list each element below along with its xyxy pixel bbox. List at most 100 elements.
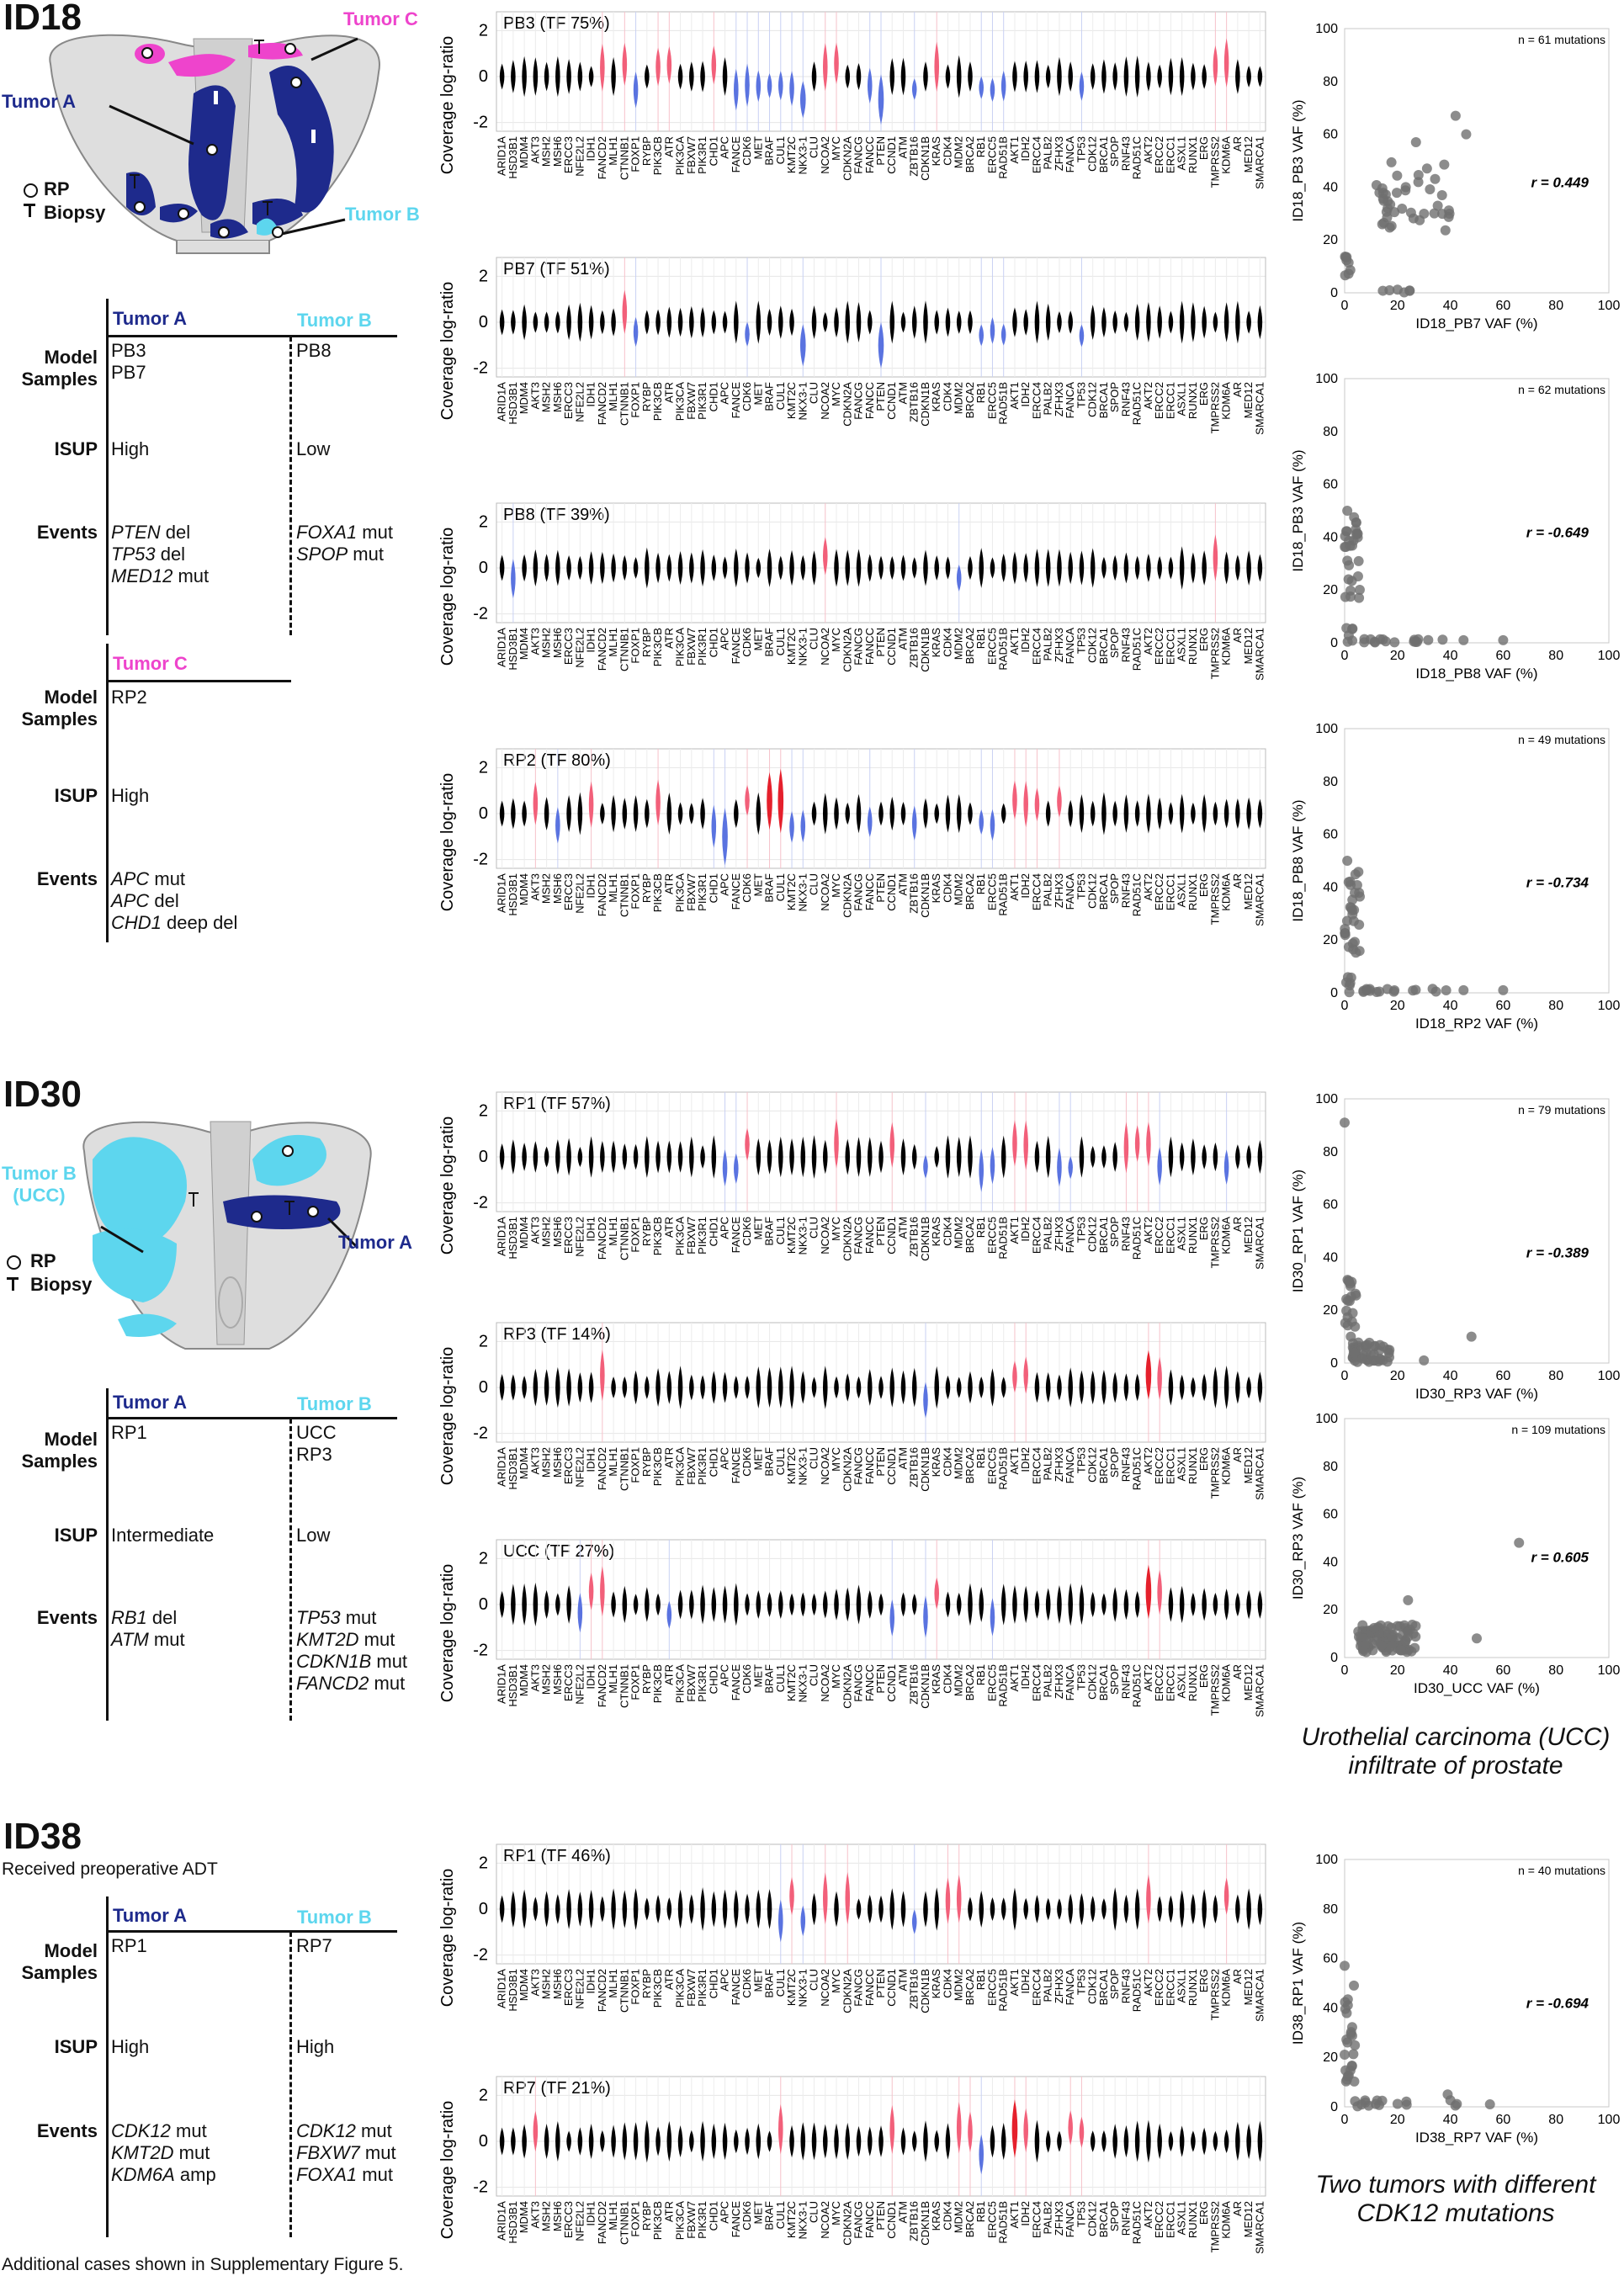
violin-msh2 [544,797,549,830]
violin-braf [767,309,772,336]
gene-label: MDM4 [517,1447,530,1479]
gene-label: CHD1 [707,628,719,657]
y-tick-label: 2 [479,1332,488,1350]
violin-tmprss2 [1213,801,1218,826]
row-label-events: Events [36,868,98,889]
y-tick-label: 80 [1323,425,1338,439]
row-label-model: Model [44,1429,98,1450]
y-tick-label: 40 [1323,1555,1338,1569]
violin-kras [934,803,940,825]
cell-b-sample-1: UCC [296,1422,337,1443]
violin-smarca1 [1257,1892,1263,1926]
gene-label: FANCE [730,1969,742,2006]
y-axis-label: Coverage log-ratio [438,1347,457,1486]
violin-fance [734,798,739,829]
y-tick-label: 100 [1315,722,1338,736]
y-tick-label: 2 [479,2086,488,2104]
header-tumor-b: Tumor B [297,1907,372,1928]
gene-label: RAD51C [1131,136,1144,179]
gene-label: AR [1231,1969,1244,1984]
violin-rad51c [1134,800,1140,827]
scatter-point [1351,517,1361,528]
violin-ercc2 [1157,1147,1162,1186]
gene-label: FANCD2 [596,1447,608,1490]
violin-ercc3 [566,794,571,833]
violin-msh6 [555,310,560,334]
violin-mdm2 [956,310,962,334]
violin-foxp1 [633,2122,639,2161]
scatter-frame [1344,378,1610,644]
y-tick-label: 100 [1315,1412,1338,1426]
gene-label: FBXW7 [685,136,698,174]
scatter-point [1382,984,1393,995]
gene-label: PTEN [874,873,887,903]
gene-label: MLH1 [607,382,619,411]
gene-label: AKT2 [1142,136,1154,164]
scatter-point [1444,209,1455,220]
violin-akt2 [1146,1874,1151,1924]
gene-label: RNF43 [1119,136,1132,171]
gene-label: HSD3B1 [507,382,519,425]
violin-palb2 [1045,1371,1051,1403]
violin-mdm2 [956,1875,962,1923]
violin-akt2 [1146,1122,1151,1167]
gene-label: KMT2C [785,873,798,910]
violin-runx1 [1191,1138,1196,1175]
y-tick-label: 60 [1323,1952,1338,1966]
scatter-point [1340,252,1351,263]
gene-label: ARID1A [496,1447,508,1487]
gene-label: RUNX1 [1186,382,1199,419]
gene-label: ERCC5 [985,628,998,665]
gene-label: FANCA [1064,1447,1076,1484]
table-axis [106,1388,109,1721]
violin-nfe2l2 [577,792,583,835]
x-axis-label: ID18_PB7 VAF (%) [1415,316,1537,332]
table-divider [289,1419,292,1721]
cell-a-sample-1: RP1 [111,1422,147,1443]
gene-label: BRCA2 [963,2201,976,2237]
event-item: SPOP mut [296,544,393,565]
y-tick-label: 60 [1323,478,1338,492]
gene-label: FANCA [1064,1217,1076,1254]
cell-a-events: PTEN del TP53 del MED12 mut [111,522,209,587]
gene-label: AKT2 [1142,873,1154,901]
violin-asxl1 [1179,56,1185,97]
gene-label: ATM [896,2201,909,2223]
violin-fance [734,548,739,588]
event-gene: APC [111,868,150,889]
scatter-frame [1344,1098,1610,1364]
violin-msh2 [544,311,549,333]
gene-label: CDKN1B [919,382,931,427]
gene-label: ASXL1 [1176,136,1188,170]
violin-cdk6 [745,2127,750,2156]
violin-asxl1 [1179,1585,1185,1624]
header-tumor-b: Tumor B [297,1393,372,1414]
violin-cdkn2a [845,549,851,586]
y-tick-label: 2 [479,267,488,285]
gene-label: FANCC [863,136,876,173]
gene-label: RYBP [640,1664,653,1694]
violin-fancg [856,302,862,342]
event-item: TP53 mut [296,1607,407,1629]
correlation-label: r = -0.649 [1526,524,1590,540]
scatter-point [1354,584,1365,595]
violin-fbxw7 [689,1136,694,1178]
cell-a-isup: High [111,2036,150,2057]
violin-rybp [645,1897,650,1921]
row-label-isup: ISUP [54,438,98,459]
scatter-point [1404,285,1415,296]
gene-label: ARID1A [496,628,508,667]
gene-label: MDM2 [953,2201,965,2233]
violin-hsd3b1 [511,1583,516,1626]
violin-tp53 [1079,2116,1085,2148]
gene-label: PALB2 [1042,628,1054,661]
gene-label: PIK3CB [651,628,664,666]
violin-cdk4 [945,307,951,337]
gene-label: MSH2 [540,1217,553,1247]
violin-nfe2l2 [577,1891,583,1927]
event-gene: ATM [111,1629,149,1650]
gene-label: NKX3-1 [796,628,809,666]
x-tick-label: 20 [1390,999,1405,1013]
event-type: mut [357,2164,393,2185]
table-header-rule [106,680,291,682]
